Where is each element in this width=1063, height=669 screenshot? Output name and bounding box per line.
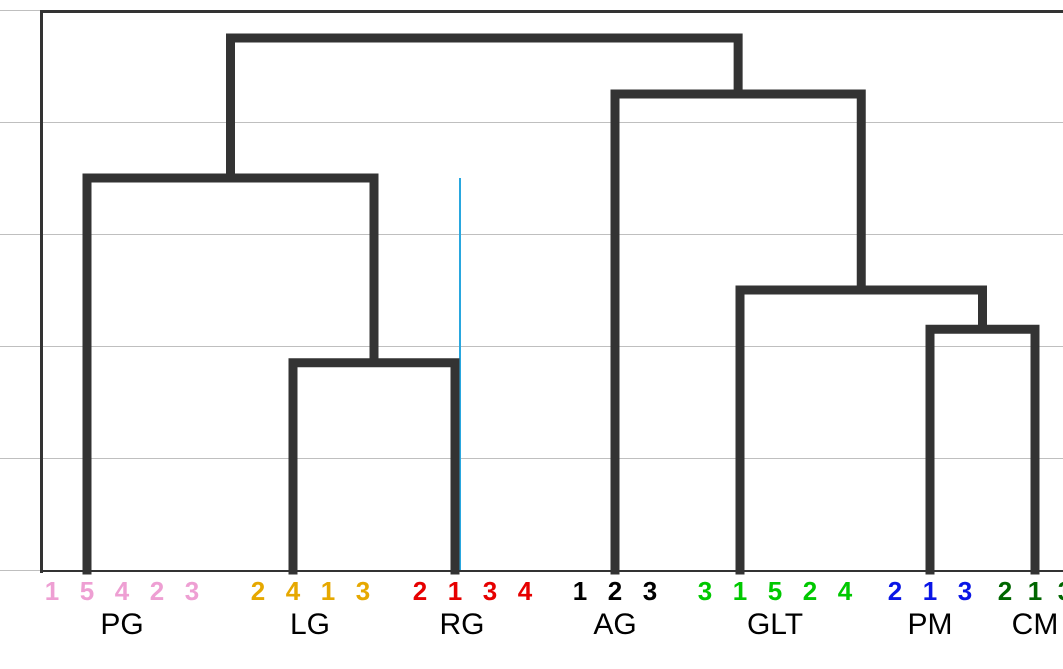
dendrogram-branches	[0, 0, 1063, 669]
group-label: AG	[593, 608, 636, 642]
leaf-label: 1	[1028, 576, 1042, 607]
leaf-label: 3	[483, 576, 497, 607]
group-label: PG	[100, 608, 143, 642]
leaf-label: 5	[80, 576, 94, 607]
group-label: GLT	[747, 608, 803, 642]
leaf-label: 3	[356, 576, 370, 607]
group-label: RG	[440, 608, 485, 642]
leaf-label: 4	[115, 576, 129, 607]
leaf-label: 2	[150, 576, 164, 607]
group-label: LG	[290, 608, 330, 642]
leaf-label: 2	[608, 576, 622, 607]
leaf-label: 1	[923, 576, 937, 607]
group-label: PM	[908, 608, 953, 642]
leaf-label: 2	[888, 576, 902, 607]
leaf-label: 2	[998, 576, 1012, 607]
leaf-label: 3	[185, 576, 199, 607]
leaf-label: 1	[733, 576, 747, 607]
group-label: CM	[1012, 608, 1059, 642]
leaf-label: 5	[768, 576, 782, 607]
leaf-label: 2	[803, 576, 817, 607]
leaf-label: 3	[643, 576, 657, 607]
leaf-label: 1	[448, 576, 462, 607]
leaf-label: 4	[838, 576, 852, 607]
leaf-label: 3	[958, 576, 972, 607]
leaf-label: 4	[518, 576, 532, 607]
dendrogram-path	[87, 38, 1035, 570]
leaf-label: 1	[45, 576, 59, 607]
leaf-label: 1	[573, 576, 587, 607]
leaf-label: 3	[698, 576, 712, 607]
leaf-label: 1	[321, 576, 335, 607]
leaf-label: 2	[251, 576, 265, 607]
leaf-label: 3	[1058, 576, 1063, 607]
dendrogram-chart: 154232413213412331524213213 PGLGRGAGGLTP…	[0, 0, 1063, 669]
leaf-label: 4	[286, 576, 300, 607]
leaf-label: 2	[413, 576, 427, 607]
